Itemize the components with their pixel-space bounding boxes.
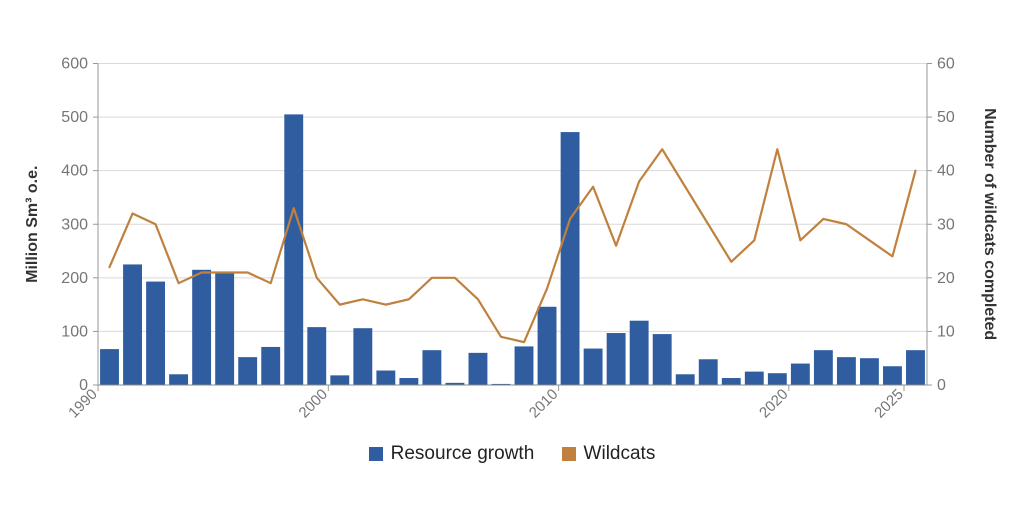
svg-text:600: 600: [61, 56, 88, 73]
svg-text:300: 300: [61, 216, 88, 233]
svg-text:50: 50: [937, 109, 955, 126]
svg-text:10: 10: [937, 323, 955, 340]
svg-text:30: 30: [937, 216, 955, 233]
svg-text:60: 60: [937, 56, 955, 73]
svg-text:20: 20: [937, 270, 955, 287]
svg-text:500: 500: [61, 109, 88, 126]
svg-text:Million Sm³ o.e.: Million Sm³ o.e.: [24, 166, 41, 283]
svg-text:0: 0: [937, 377, 946, 394]
svg-text:40: 40: [937, 163, 955, 180]
svg-text:Number of wildcats completed: Number of wildcats completed: [981, 108, 998, 340]
svg-text:400: 400: [61, 163, 88, 180]
svg-text:200: 200: [61, 270, 88, 287]
svg-text:100: 100: [61, 323, 88, 340]
